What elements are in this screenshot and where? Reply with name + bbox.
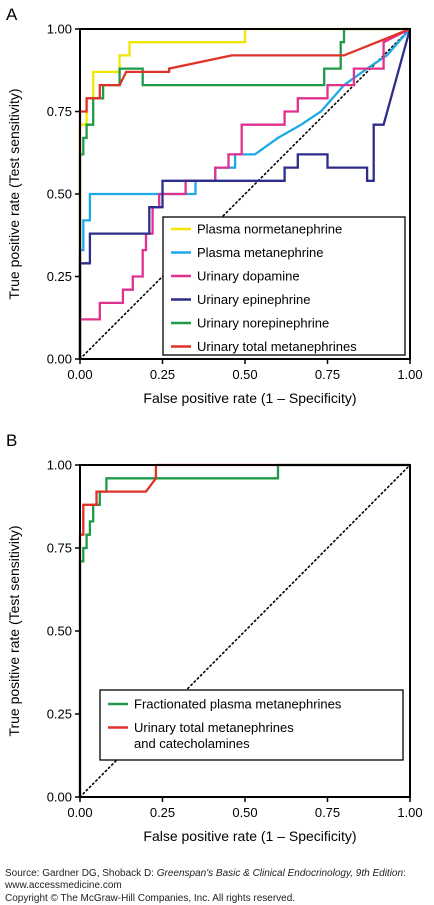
- legend-box: [99, 689, 404, 761]
- y-tick-label: 0.50: [47, 187, 72, 202]
- y-tick-label: 0.25: [47, 269, 72, 284]
- y-axis-title: True positive rate (Test sensitivity): [6, 525, 22, 736]
- y-tick-label: 0.75: [47, 104, 72, 119]
- panel-label: B: [6, 431, 17, 450]
- x-tick-label: 0.75: [315, 805, 340, 820]
- series-line-urinary-total-metanephrines: [78, 27, 411, 359]
- y-tick-label: 1.00: [47, 22, 72, 37]
- y-tick-label: 0.00: [47, 352, 72, 367]
- x-axis-title: False positive rate (1 – Specificity): [143, 390, 356, 406]
- legend-label: Urinary epinephrine: [197, 292, 310, 307]
- y-tick-label: 0.00: [47, 790, 72, 805]
- y-tick-label: 0.50: [47, 624, 72, 639]
- x-tick-label: 1.00: [397, 367, 422, 382]
- x-tick-label: 1.00: [397, 805, 422, 820]
- legend-label: Plasma normetanephrine: [197, 222, 342, 237]
- x-axis-title: False positive rate (1 – Specificity): [143, 828, 356, 844]
- chart-panel-b: B 0.00 0.25 0.50 0.75 1.00 0.00 0.25 0.50 0.75 1.0…: [6, 431, 423, 844]
- series-line-fractionated-plasma-metanephrines: [78, 463, 410, 797]
- y-tick-label: 1.00: [47, 458, 72, 473]
- x-tick-label: 0.50: [232, 805, 257, 820]
- legend-label: Urinary dopamine: [197, 269, 300, 284]
- legend: Fractionated plasma metanephrines Urinary…: [99, 689, 404, 761]
- copyright-notice: Copyright © The McGraw-Hill Companies, I…: [5, 893, 296, 904]
- source-citation: Source: Gardner DG, Shoback D: Greenspan…: [5, 868, 406, 891]
- legend-label: Urinary total metanephrines: [197, 339, 357, 354]
- x-tick-label: 0.00: [67, 805, 92, 820]
- legend: Plasma normetanephrine Plasma metanephrin…: [162, 216, 406, 356]
- chart-panel-a: A 0.00 0.25 0.50 0.75 1.00 0.00 0.25 0.50 0.75 1.0…: [6, 5, 423, 406]
- x-tick-label: 0.25: [150, 367, 175, 382]
- source-footer: Source: Gardner DG, Shoback D: Greenspan…: [5, 868, 434, 892]
- legend-box: [162, 216, 406, 356]
- x-tick-label: 0.75: [315, 367, 340, 382]
- series-line-urinary-total-metanephrines: [78, 463, 410, 797]
- y-axis-title: True positive rate (Test sensitivity): [6, 88, 22, 299]
- legend-label: Plasma metanephrine: [197, 245, 323, 260]
- x-tick-label: 0.25: [150, 805, 175, 820]
- x-tick-label: 0.00: [67, 367, 92, 382]
- y-tick-label: 0.75: [47, 541, 72, 556]
- legend-label: Urinary norepinephrine: [197, 316, 329, 331]
- legend-label: Urinary total metanephrines: [134, 720, 294, 735]
- legend-label: Fractionated plasma metanephrines: [134, 697, 342, 712]
- legend-label: and catecholamines: [134, 736, 250, 751]
- series-line-urinary-epinephrine: [78, 28, 412, 359]
- panel-label: A: [6, 5, 18, 24]
- y-tick-label: 0.25: [47, 707, 72, 722]
- x-tick-label: 0.50: [232, 367, 257, 382]
